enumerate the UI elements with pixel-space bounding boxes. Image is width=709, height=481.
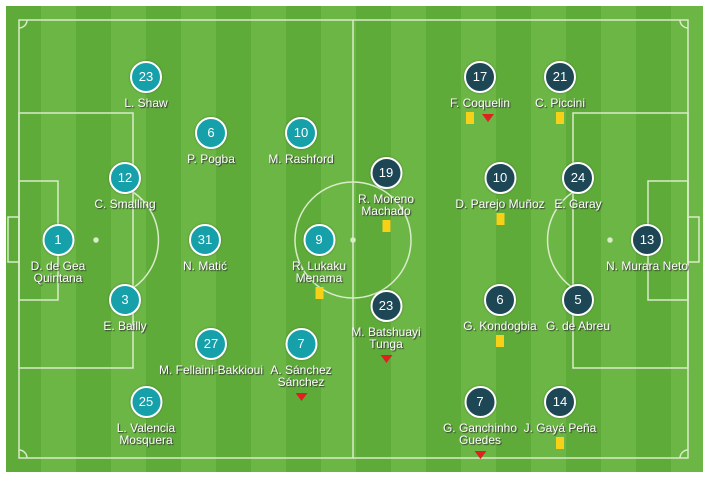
yellow-card-icon — [496, 213, 504, 225]
away-player[interactable]: 17 F. Coquelin — [415, 61, 545, 124]
player-name: N. Murara Neto — [605, 259, 689, 273]
yellow-card-icon — [315, 287, 323, 299]
home-player[interactable]: 10 M. Rashford — [236, 117, 366, 165]
player-events — [495, 437, 625, 449]
home-player[interactable]: 23 L. Shaw — [81, 61, 211, 109]
home-player[interactable]: 9 R. Lukaku Menama — [272, 224, 367, 299]
player-number-badge: 6 — [195, 117, 227, 149]
player-events — [433, 449, 528, 459]
player-name: C. Piccini — [534, 96, 585, 110]
player-number-badge: 1 — [42, 224, 74, 256]
player-name: D. Parejo Muñoz — [455, 197, 545, 211]
player-name: C. Smalling — [94, 197, 156, 211]
player-number-badge: 25 — [130, 386, 162, 418]
player-number-badge: 10 — [285, 117, 317, 149]
substitution-arrow-icon — [295, 393, 307, 401]
player-name: D. de Gea Quintana — [30, 259, 86, 285]
player-number-badge: 23 — [370, 290, 402, 322]
player-name: F. Coquelin — [449, 96, 511, 110]
player-number-badge: 14 — [544, 386, 576, 418]
player-events — [339, 353, 434, 363]
player-events — [254, 391, 349, 401]
home-player[interactable]: 31 N. Matić — [140, 224, 270, 272]
away-player[interactable]: 19 R. Moreno Machado — [339, 157, 434, 232]
away-player[interactable]: 14 J. Gayá Peña — [495, 386, 625, 449]
substitution-arrow-icon — [380, 355, 392, 363]
yellow-card-icon — [466, 112, 474, 124]
player-number-badge: 13 — [631, 224, 663, 256]
player-events — [272, 287, 367, 299]
home-player[interactable]: 7 A. Sánchez Sánchez — [254, 328, 349, 401]
player-number-badge: 21 — [544, 61, 576, 93]
player-name: E. Garay — [554, 197, 602, 211]
home-player[interactable]: 1 D. de Gea Quintana — [11, 224, 106, 284]
player-number-badge: 7 — [464, 386, 496, 418]
player-name: G. Ganchinho Guedes — [442, 421, 518, 447]
player-number-badge: 23 — [130, 61, 162, 93]
player-number-badge: 10 — [484, 162, 516, 194]
away-player[interactable]: 23 M. Batshuayi Tunga — [339, 290, 434, 363]
player-number-badge: 3 — [109, 284, 141, 316]
player-events — [415, 112, 545, 124]
player-events — [453, 213, 548, 225]
pitch-lines — [7, 19, 700, 459]
player-events — [435, 335, 565, 347]
away-player[interactable]: 6 G. Kondogbia — [435, 284, 565, 347]
player-number-badge: 12 — [109, 162, 141, 194]
player-name: L. Shaw — [124, 96, 168, 110]
player-number-badge: 17 — [464, 61, 496, 93]
player-name: M. Batshuayi Tunga — [351, 325, 421, 351]
home-player[interactable]: 3 E. Bailly — [60, 284, 190, 332]
player-name: G. Kondogbia — [463, 319, 537, 333]
away-player[interactable]: 24 E. Garay — [513, 162, 643, 210]
player-name: A. Sánchez Sánchez — [270, 363, 332, 389]
player-name: M. Fellaini-Bakkioui — [158, 363, 264, 377]
football-pitch — [6, 6, 703, 472]
player-name: N. Matić — [182, 259, 227, 273]
player-name: E. Bailly — [103, 319, 147, 333]
player-name: R. Lukaku Menama — [291, 259, 347, 285]
player-number-badge: 6 — [484, 284, 516, 316]
away-player[interactable]: 13 N. Murara Neto — [582, 224, 709, 272]
player-name: R. Moreno Machado — [357, 192, 415, 218]
yellow-card-icon — [556, 112, 564, 124]
player-number-badge: 27 — [195, 328, 227, 360]
yellow-card-icon — [556, 437, 564, 449]
player-name: J. Gayá Peña — [523, 421, 597, 435]
away-player[interactable]: 7 G. Ganchinho Guedes — [433, 386, 528, 459]
substitution-arrow-icon — [474, 451, 486, 459]
away-player[interactable]: 5 G. de Abreu — [513, 284, 643, 332]
player-events — [339, 220, 434, 232]
home-player[interactable]: 12 C. Smalling — [60, 162, 190, 210]
home-player[interactable]: 6 P. Pogba — [146, 117, 276, 165]
player-name: M. Rashford — [268, 152, 334, 166]
yellow-card-icon — [496, 335, 504, 347]
player-name: G. de Abreu — [545, 319, 611, 333]
player-number-badge: 19 — [370, 157, 402, 189]
player-number-badge: 24 — [562, 162, 594, 194]
away-player[interactable]: 21 C. Piccini — [495, 61, 625, 124]
player-number-badge: 5 — [562, 284, 594, 316]
player-name: L. Valencia Mosquera — [116, 421, 176, 447]
home-player[interactable]: 25 L. Valencia Mosquera — [99, 386, 194, 446]
player-events — [495, 112, 625, 124]
player-number-badge: 31 — [189, 224, 221, 256]
substitution-arrow-icon — [482, 114, 494, 122]
home-player[interactable]: 27 M. Fellaini-Bakkioui — [146, 328, 276, 376]
away-player[interactable]: 10 D. Parejo Muñoz — [453, 162, 548, 225]
player-number-badge: 9 — [303, 224, 335, 256]
yellow-card-icon — [382, 220, 390, 232]
player-number-badge: 7 — [285, 328, 317, 360]
player-name: P. Pogba — [187, 152, 235, 166]
